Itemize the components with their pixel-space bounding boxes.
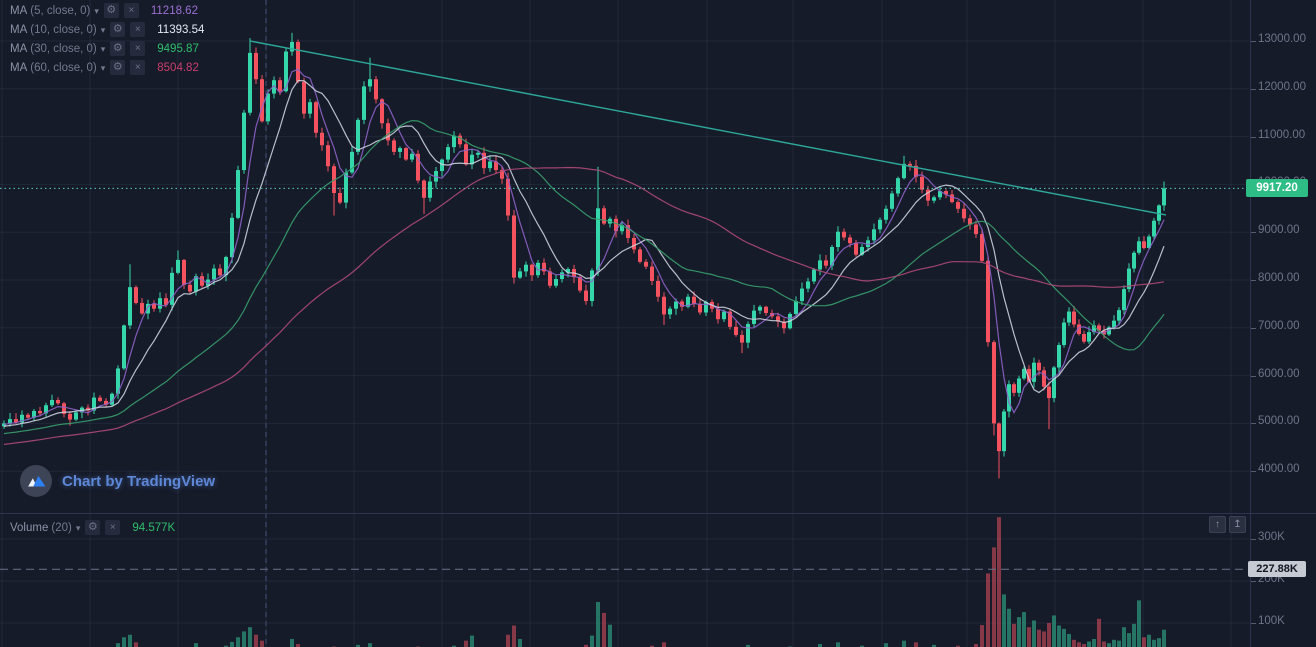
- axis-tick: [1251, 581, 1256, 582]
- legend-row-ma10: MA (10, close, 0) ▾ ⚙ × 11393.54: [10, 20, 204, 39]
- last-price-badge: 9917.20: [1246, 179, 1308, 198]
- ma10-settings-icon[interactable]: ⚙: [110, 22, 126, 37]
- pane-move-up-button[interactable]: ↑: [1209, 516, 1226, 533]
- chevron-down-icon: ▾: [75, 522, 81, 533]
- volume-ref-badge: 227.88K: [1248, 561, 1306, 578]
- axis-tick: [1251, 41, 1256, 42]
- ma60-indicator-title[interactable]: MA (60, close, 0) ▾: [10, 61, 106, 74]
- ma30-indicator-title[interactable]: MA (30, close, 0) ▾: [10, 42, 106, 55]
- pane-separator[interactable]: [0, 513, 1316, 514]
- legend-row-volume: Volume (20) ▾ ⚙ × 94.577K: [10, 518, 175, 537]
- ma5-remove-icon[interactable]: ×: [123, 3, 139, 18]
- axis-tick: [1251, 280, 1256, 281]
- volume-axis-label: 300K: [1258, 531, 1285, 543]
- volume-value: 94.577K: [132, 521, 176, 534]
- volume-remove-icon[interactable]: ×: [105, 520, 121, 535]
- price-axis-label: 4000.00: [1258, 463, 1300, 475]
- volume-settings-icon[interactable]: ⚙: [85, 520, 101, 535]
- volume-legend: Volume (20) ▾ ⚙ × 94.577K: [10, 518, 175, 537]
- chart-by-tradingview-link[interactable]: Chart by TradingView: [62, 472, 216, 490]
- ma60-value: 8504.82: [157, 61, 199, 74]
- axis-tick: [1251, 539, 1256, 540]
- axis-tick: [1251, 423, 1256, 424]
- chevron-down-icon: ▾: [100, 62, 106, 73]
- price-axis-label: 7000.00: [1258, 320, 1300, 332]
- tradingview-attribution[interactable]: Chart by TradingView: [20, 465, 215, 497]
- ma30-remove-icon[interactable]: ×: [130, 41, 146, 56]
- volume-indicator-title[interactable]: Volume (20) ▾: [10, 521, 81, 534]
- legend-row-ma60: MA (60, close, 0) ▾ ⚙ × 8504.82: [10, 58, 204, 77]
- axis-tick: [1251, 89, 1256, 90]
- legend-row-ma5: MA (5, close, 0) ▾ ⚙ × 11218.62: [10, 1, 204, 20]
- price-axis-label: 9000.00: [1258, 224, 1300, 236]
- ma5-settings-icon[interactable]: ⚙: [103, 3, 119, 18]
- axis-tick: [1251, 137, 1256, 138]
- ma30-value: 9495.87: [157, 42, 199, 55]
- axis-tick: [1251, 376, 1256, 377]
- ma5-value: 11218.62: [150, 4, 198, 17]
- price-axis-label: 12000.00: [1258, 81, 1306, 93]
- ma10-indicator-title[interactable]: MA (10, close, 0) ▾: [10, 23, 106, 36]
- chevron-down-icon: ▾: [100, 24, 106, 35]
- ma30-settings-icon[interactable]: ⚙: [110, 41, 126, 56]
- price-axis-label: 8000.00: [1258, 272, 1300, 284]
- price-axis-label: 11000.00: [1258, 129, 1306, 141]
- ma5-indicator-title[interactable]: MA (5, close, 0) ▾: [10, 4, 99, 17]
- axis-tick: [1251, 623, 1256, 624]
- indicator-legend: MA (5, close, 0) ▾ ⚙ × 11218.62 MA (10, clo…: [10, 1, 204, 77]
- volume-pane-controls: ↑ ↥: [1206, 516, 1246, 533]
- price-axis[interactable]: 9917.20 227.88K 13000.00 12000.00 11000.00…: [1246, 0, 1316, 647]
- price-axis-label: 13000.00: [1258, 33, 1306, 45]
- price-axis-label: 5000.00: [1258, 415, 1300, 427]
- ma60-remove-icon[interactable]: ×: [130, 60, 146, 75]
- axis-tick: [1251, 328, 1256, 329]
- tradingview-logo-icon: [20, 465, 52, 497]
- price-axis-label: 6000.00: [1258, 368, 1300, 380]
- ma10-remove-icon[interactable]: ×: [130, 22, 146, 37]
- pane-maximize-button[interactable]: ↥: [1229, 516, 1246, 533]
- axis-tick: [1251, 232, 1256, 233]
- chevron-down-icon: ▾: [100, 43, 106, 54]
- volume-axis-label: 100K: [1258, 615, 1285, 627]
- ma60-settings-icon[interactable]: ⚙: [110, 60, 126, 75]
- ma10-value: 11393.54: [157, 23, 205, 36]
- chevron-down-icon: ▾: [94, 5, 99, 16]
- legend-row-ma30: MA (30, close, 0) ▾ ⚙ × 9495.87: [10, 39, 204, 58]
- axis-tick: [1251, 471, 1256, 472]
